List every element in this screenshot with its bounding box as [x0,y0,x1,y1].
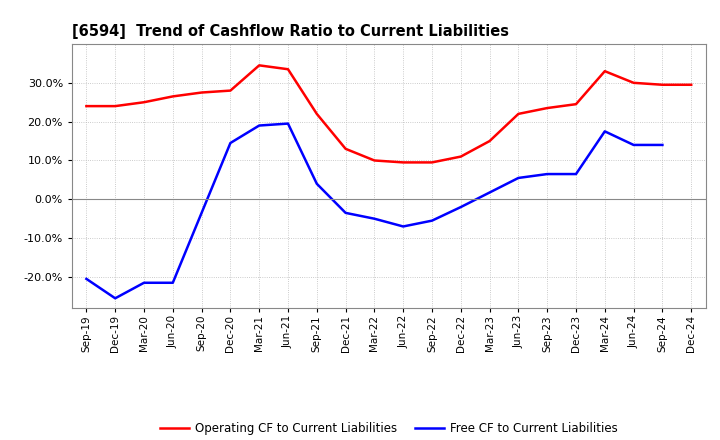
Free CF to Current Liabilities [514,175,523,180]
Free CF to Current Liabilities [140,280,148,286]
Free CF to Current Liabilities [456,205,465,210]
Legend: Operating CF to Current Liabilities, Free CF to Current Liabilities: Operating CF to Current Liabilities, Fre… [155,417,623,440]
Free CF to Current Liabilities [428,218,436,223]
Operating CF to Current Liabilities [197,90,206,95]
Free CF to Current Liabilities [658,142,667,147]
Operating CF to Current Liabilities [428,160,436,165]
Free CF to Current Liabilities [111,296,120,301]
Operating CF to Current Liabilities [399,160,408,165]
Free CF to Current Liabilities [82,276,91,282]
Operating CF to Current Liabilities [485,139,494,144]
Operating CF to Current Liabilities [456,154,465,159]
Free CF to Current Liabilities [255,123,264,128]
Line: Operating CF to Current Liabilities: Operating CF to Current Liabilities [86,66,691,162]
Free CF to Current Liabilities [226,140,235,146]
Operating CF to Current Liabilities [255,63,264,68]
Operating CF to Current Liabilities [687,82,696,88]
Operating CF to Current Liabilities [312,111,321,117]
Operating CF to Current Liabilities [629,80,638,85]
Free CF to Current Liabilities [629,142,638,147]
Operating CF to Current Liabilities [140,99,148,105]
Operating CF to Current Liabilities [370,158,379,163]
Free CF to Current Liabilities [543,172,552,177]
Free CF to Current Liabilities [312,181,321,187]
Free CF to Current Liabilities [600,129,609,134]
Free CF to Current Liabilities [572,172,580,177]
Free CF to Current Liabilities [341,210,350,216]
Free CF to Current Liabilities [370,216,379,221]
Operating CF to Current Liabilities [341,146,350,151]
Line: Free CF to Current Liabilities: Free CF to Current Liabilities [86,124,662,298]
Operating CF to Current Liabilities [572,102,580,107]
Free CF to Current Liabilities [399,224,408,229]
Operating CF to Current Liabilities [284,66,292,72]
Operating CF to Current Liabilities [82,103,91,109]
Free CF to Current Liabilities [284,121,292,126]
Operating CF to Current Liabilities [600,69,609,74]
Operating CF to Current Liabilities [168,94,177,99]
Operating CF to Current Liabilities [226,88,235,93]
Operating CF to Current Liabilities [111,103,120,109]
Free CF to Current Liabilities [168,280,177,286]
Operating CF to Current Liabilities [543,106,552,111]
Text: [6594]  Trend of Cashflow Ratio to Current Liabilities: [6594] Trend of Cashflow Ratio to Curren… [72,24,509,39]
Operating CF to Current Liabilities [658,82,667,88]
Operating CF to Current Liabilities [514,111,523,117]
